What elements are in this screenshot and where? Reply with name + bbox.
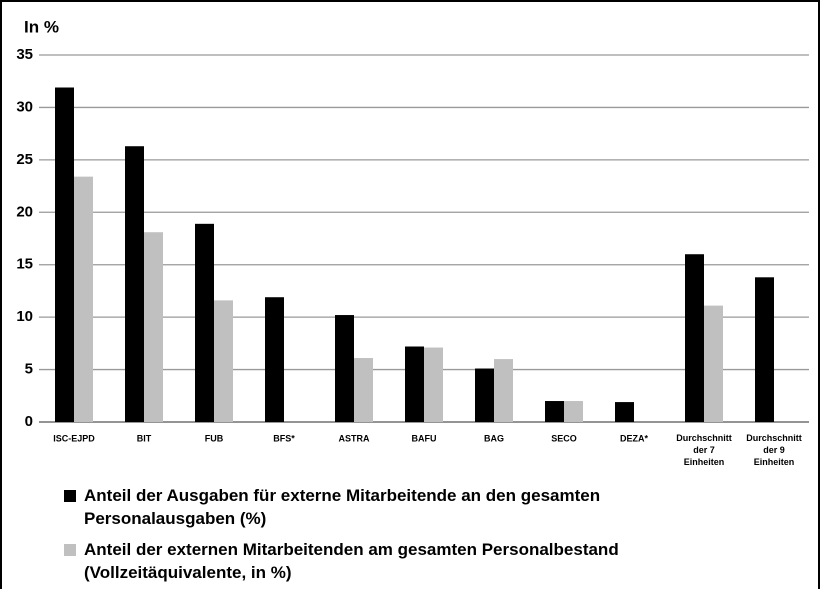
bar [755, 277, 774, 422]
legend-swatch [64, 490, 76, 502]
y-tick-label: 15 [16, 256, 33, 273]
y-tick-label: 30 [16, 98, 33, 115]
legend-label: Anteil der externen Mitarbeitenden am ge… [84, 540, 619, 582]
bar [74, 176, 93, 422]
bar [615, 402, 634, 422]
y-tick-label: 25 [16, 151, 33, 168]
x-tick-label: Durchschnitt der 7 Einheiten [676, 433, 732, 467]
bar [494, 359, 513, 422]
y-tick-label: 35 [16, 46, 33, 63]
bar [214, 300, 233, 422]
legend-swatch [64, 544, 76, 556]
x-tick-label: DEZA* [620, 433, 648, 443]
bar [475, 368, 494, 422]
x-tick-label: BIT [137, 433, 152, 443]
bar [405, 346, 424, 422]
bar [195, 223, 214, 422]
x-tick-label: FUB [205, 433, 224, 443]
bar [265, 297, 284, 422]
x-tick-label: BAG [484, 433, 504, 443]
legend: Anteil der Ausgaben für externe Mitarbei… [64, 484, 684, 589]
bar [144, 232, 163, 422]
bar [354, 358, 373, 422]
y-axis-label: In % [24, 17, 59, 36]
bar [704, 305, 723, 422]
x-tick-label: BFS* [273, 433, 295, 443]
x-tick-label: SECO [551, 433, 577, 443]
x-tick-label: Durchschnitt der 9 Einheiten [746, 433, 802, 467]
bar [424, 347, 443, 422]
x-tick-label: BAFU [412, 433, 437, 443]
legend-label: Anteil der Ausgaben für externe Mitarbei… [84, 486, 601, 528]
y-tick-label: 0 [25, 413, 33, 430]
bar [125, 146, 144, 422]
bar [685, 254, 704, 422]
legend-item: Anteil der Ausgaben für externe Mitarbei… [64, 484, 684, 530]
y-tick-label: 5 [25, 361, 33, 378]
y-tick-label: 10 [16, 308, 33, 325]
y-tick-label: 20 [16, 203, 33, 220]
bar [545, 401, 564, 422]
x-tick-label: ASTRA [339, 433, 370, 443]
bar [55, 87, 74, 423]
bar [335, 315, 354, 422]
x-tick-label: ISC-EJPD [53, 433, 95, 443]
legend-item: Anteil der externen Mitarbeitenden am ge… [64, 538, 684, 584]
bar [564, 401, 583, 422]
